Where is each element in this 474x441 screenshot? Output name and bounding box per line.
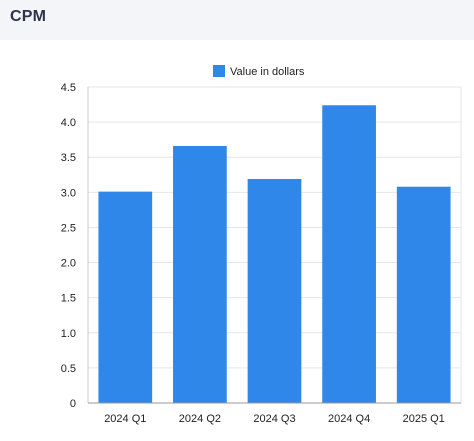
x-tick-label-2024-q3: 2024 Q3 — [253, 413, 295, 425]
x-tick-label-2024-q2: 2024 Q2 — [179, 413, 221, 425]
y-tick-label: 3.0 — [61, 187, 76, 199]
page-title: CPM — [10, 8, 47, 25]
x-tick-label-2024-q1: 2024 Q1 — [104, 413, 146, 425]
chart-card — [0, 40, 474, 441]
bar-2024-q3[interactable] — [247, 178, 302, 403]
y-tick-label: 2.0 — [61, 258, 76, 270]
bar-2024-q2[interactable] — [173, 145, 227, 403]
y-tick-label: 4.0 — [61, 117, 76, 129]
bars — [98, 105, 451, 403]
x-tick-label-2025-q1: 2025 Q1 — [403, 413, 445, 425]
bar-2025-q1[interactable] — [396, 186, 451, 403]
y-tick-label: 1.0 — [61, 328, 76, 340]
y-tick-label: 4.5 — [61, 82, 76, 94]
y-tick-label: 0.5 — [61, 363, 76, 375]
bar-2024-q4[interactable] — [322, 105, 376, 403]
y-tick-label: 2.5 — [61, 222, 76, 234]
y-tick-label: 0 — [70, 398, 76, 410]
legend-swatch — [213, 65, 225, 77]
y-tick-label: 3.5 — [61, 152, 76, 164]
legend-label-value-in-dollars: Value in dollars — [230, 66, 305, 78]
y-tick-label: 1.5 — [61, 293, 76, 305]
bar-2024-q1[interactable] — [98, 191, 153, 403]
axes: 0 0.5 1.0 1.5 2.0 2.5 3.0 3.5 4.0 4.5 2024 Q1 2024 … — [61, 82, 461, 425]
legend[interactable]: Value in dollars — [213, 65, 305, 78]
x-tick-label-2024-q4: 2024 Q4 — [328, 413, 370, 425]
